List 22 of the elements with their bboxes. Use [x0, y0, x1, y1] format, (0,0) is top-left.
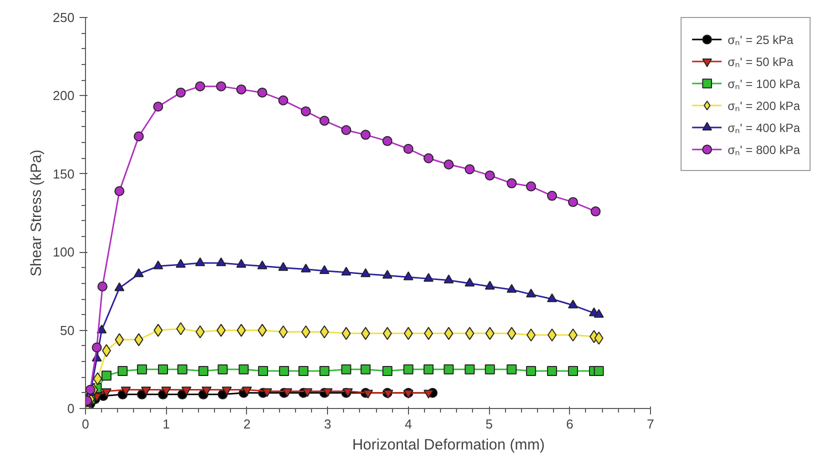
y-tick-label: 200: [52, 88, 75, 104]
x-tick-label: 1: [162, 416, 170, 432]
legend-label: σₙ' = 50 kPa: [728, 54, 794, 70]
x-tick-label: 3: [324, 416, 332, 432]
y-tick-label: 250: [52, 10, 75, 25]
x-tick-label: 7: [646, 416, 654, 432]
x-tick-label: 5: [485, 416, 493, 432]
y-tick-label: 150: [52, 166, 75, 182]
legend-label: σₙ' = 200 kPa: [728, 98, 800, 114]
x-tick-label: 0: [82, 416, 90, 432]
x-tick-label: 6: [566, 416, 574, 432]
legend-label: σₙ' = 100 kPa: [728, 76, 800, 92]
y-tick-label: 50: [60, 322, 75, 338]
y-axis-title: Shear Stress (kPa): [28, 150, 45, 276]
y-tick-label: 0: [67, 401, 75, 416]
legend-label: σₙ' = 400 kPa: [728, 120, 800, 136]
x-tick-label: 2: [243, 416, 251, 432]
y-tick-label: 100: [52, 244, 75, 260]
x-axis-title: Horizontal Deformation (mm): [352, 436, 545, 454]
legend-label: σₙ' = 800 kPa: [728, 142, 800, 158]
x-tick-label: 4: [404, 416, 412, 432]
legend-label: σₙ' = 25 kPa: [728, 32, 794, 48]
